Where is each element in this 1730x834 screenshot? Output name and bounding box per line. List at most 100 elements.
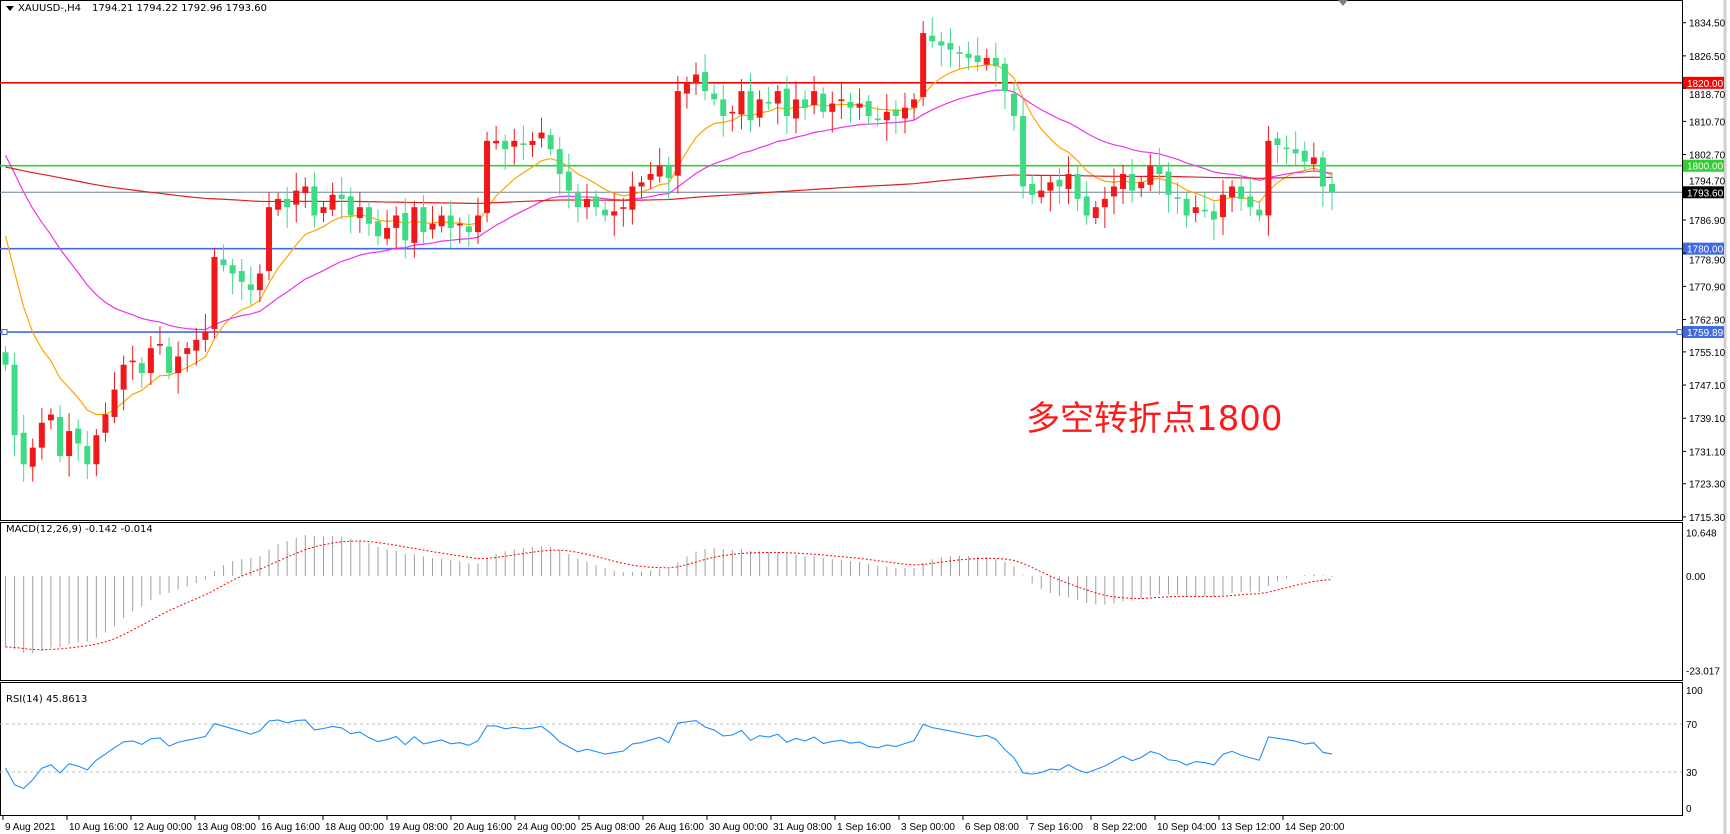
candle-body	[184, 348, 191, 354]
candle-body	[393, 215, 400, 228]
candle-body	[693, 74, 700, 83]
candle-body	[1183, 198, 1190, 216]
price-badge-label: 1793.60	[1687, 188, 1724, 199]
candle-body	[1265, 140, 1272, 216]
candle-body	[247, 284, 254, 291]
candle-body	[838, 99, 845, 102]
candle-body	[738, 91, 745, 115]
macd-label: MACD(12,26,9) -0.142 -0.014	[6, 524, 153, 535]
candle-body	[1129, 174, 1136, 191]
candle-body	[511, 140, 518, 147]
candle-body	[447, 215, 454, 228]
candle-body	[1138, 182, 1145, 189]
candle-body	[874, 118, 881, 121]
macd-tick-label: 0.00	[1686, 572, 1706, 583]
price-tick-label: 1770.90	[1689, 282, 1726, 293]
macd-tick-label: 10.648	[1686, 528, 1717, 539]
candle-body	[193, 339, 200, 351]
dropdown-triangle-icon[interactable]	[6, 6, 14, 11]
candles	[2, 17, 1335, 483]
price-badge	[1683, 159, 1724, 172]
candle-body	[129, 360, 136, 363]
candle-body	[1074, 174, 1081, 199]
candle-body	[1083, 196, 1090, 216]
candle-body	[747, 91, 754, 121]
candle-body	[111, 389, 118, 417]
candle-body	[338, 194, 345, 199]
candle-body	[2, 352, 9, 365]
price-tick-label: 1810.70	[1689, 117, 1726, 128]
horizontal-lines[interactable]: 1820.00 1800.00 1793.60 1780.00 1759.89	[0, 76, 1724, 339]
candle-body	[311, 186, 318, 216]
time-tick-label: 26 Aug 16:00	[645, 822, 704, 833]
candle-body	[238, 271, 245, 282]
candle-body	[802, 99, 809, 108]
candle-body	[593, 196, 600, 208]
candle-body	[974, 55, 981, 63]
candle-body	[1174, 197, 1181, 199]
candle-body	[465, 226, 472, 233]
candle-body	[1092, 207, 1099, 218]
price-badge-label: 1820.00	[1687, 79, 1724, 90]
candle-body	[901, 107, 908, 119]
price-tick-label: 1747.10	[1689, 381, 1726, 392]
time-tick-label: 12 Aug 00:00	[133, 822, 192, 833]
candle-body	[1038, 190, 1045, 198]
time-tick-label: 20 Aug 16:00	[453, 822, 512, 833]
candle-body	[1292, 149, 1299, 154]
macd-signal-line	[5, 540, 1333, 651]
time-tick-label: 18 Aug 00:00	[325, 822, 384, 833]
price-badge-label: 1780.00	[1687, 245, 1724, 256]
candle-body	[520, 143, 527, 146]
time-tick-label: 19 Aug 08:00	[389, 822, 448, 833]
time-tick-label: 7 Sep 16:00	[1029, 822, 1083, 833]
time-tick-label: 10 Aug 16:00	[69, 822, 128, 833]
ma-fast-line	[4, 64, 1333, 416]
candle-body	[647, 174, 654, 180]
candle-body	[938, 41, 945, 46]
time-tick-label: 10 Sep 04:00	[1157, 822, 1217, 833]
candle-body	[429, 223, 436, 230]
candle-body	[565, 171, 572, 191]
ma-slow-line	[5, 166, 1333, 205]
candle-body	[1210, 211, 1217, 220]
candle-body	[629, 186, 636, 210]
candle-body	[1020, 115, 1027, 187]
candle-body	[538, 132, 545, 139]
candle-body	[702, 72, 709, 92]
candle-body	[384, 227, 391, 239]
pane-border-0	[0, 0, 1683, 521]
time-tick-label: 31 Aug 08:00	[773, 822, 832, 833]
time-tick-label: 9 Aug 2021	[5, 822, 56, 833]
price-tick-label: 1778.90	[1689, 256, 1726, 267]
price-badge	[1683, 76, 1724, 89]
candle-body	[811, 91, 818, 106]
candle-body	[1110, 186, 1117, 197]
candle-body	[411, 207, 418, 243]
line-handle-icon	[1676, 329, 1683, 336]
price-tick-label: 1739.10	[1689, 414, 1726, 425]
candle-body	[293, 190, 300, 205]
candle-body	[583, 198, 590, 208]
candle-body	[683, 82, 690, 94]
symbol-label: XAUUSD-,H4	[18, 3, 81, 14]
candle-body	[820, 93, 827, 112]
candle-body	[229, 265, 236, 274]
candle-body	[756, 99, 763, 118]
candle-body	[329, 194, 336, 210]
candle-body	[402, 213, 409, 241]
candle-body	[493, 140, 500, 144]
price-tick-label: 1826.50	[1689, 52, 1726, 63]
candle-body	[1147, 165, 1154, 185]
price-badge-label: 1800.00	[1687, 162, 1724, 173]
rsi-label: RSI(14) 45.8613	[6, 694, 87, 705]
price-tick-label: 1762.90	[1689, 316, 1726, 327]
annotation-text: 多空转折点1800	[1026, 399, 1283, 439]
time-tick-label: 16 Aug 16:00	[261, 822, 320, 833]
line-handle-icon	[1, 329, 8, 336]
rsi-line	[5, 719, 1333, 790]
candle-body	[1256, 209, 1263, 216]
candle-body	[275, 198, 282, 210]
shift-marker-icon[interactable]	[1338, 0, 1348, 6]
